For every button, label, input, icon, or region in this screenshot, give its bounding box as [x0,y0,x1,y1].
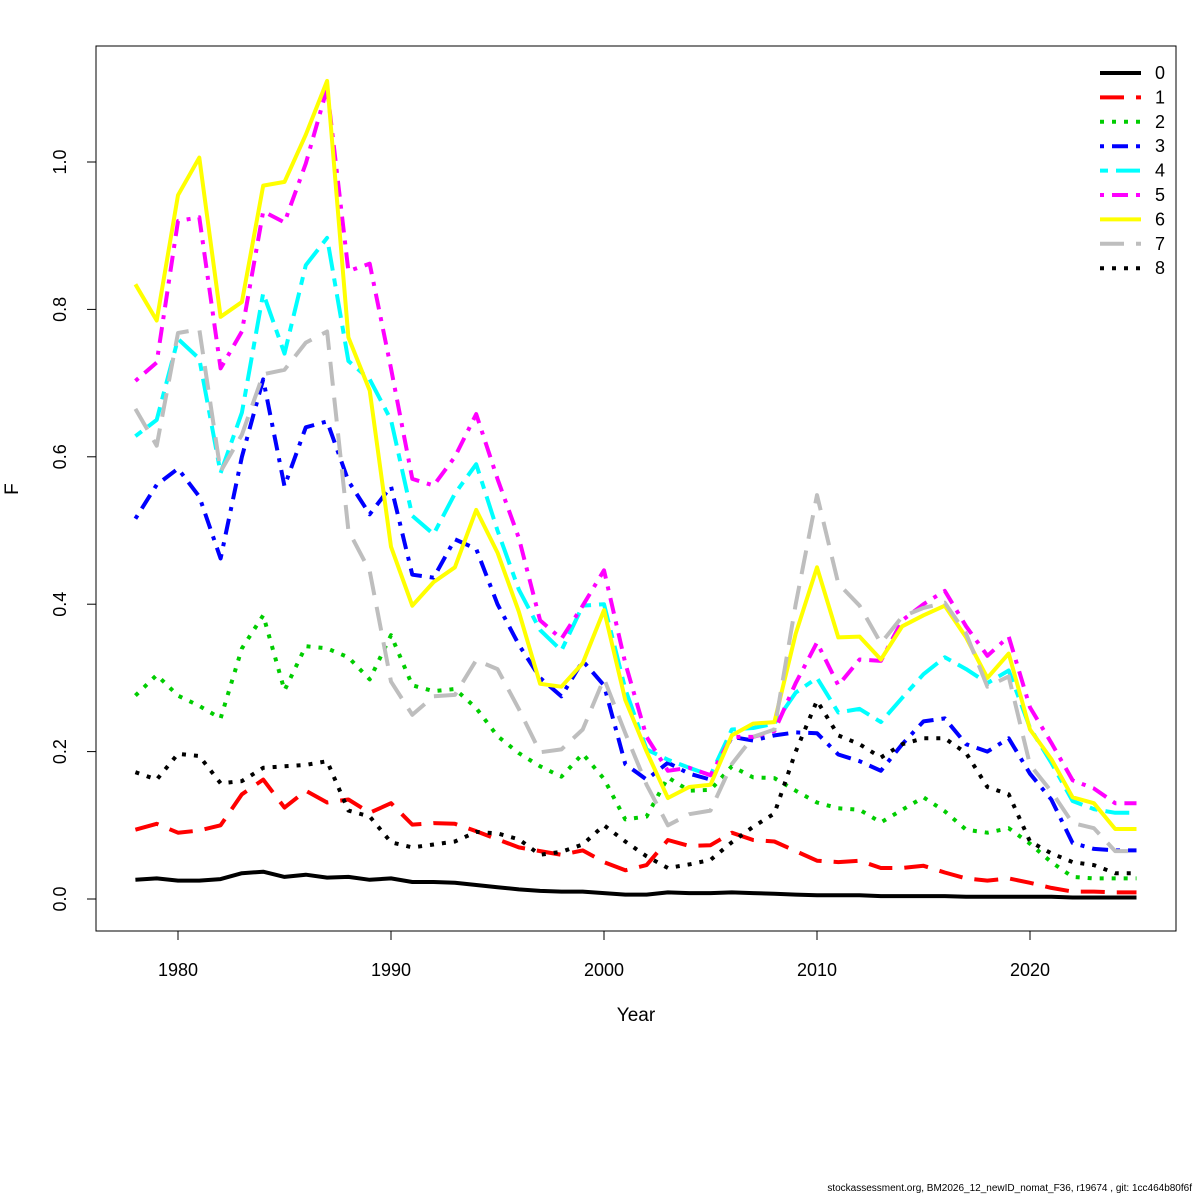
y-axis: 0.0 0.2 0.4 0.6 0.8 1.0 [50,149,97,912]
series-line-3 [133,377,1137,853]
series-line-0 [135,869,1137,900]
series-line-8 [134,698,1137,876]
y-tick-label: 0.4 [50,592,70,617]
y-tick-label: 0.8 [50,297,70,322]
x-tick-label: 2000 [584,960,624,980]
series-line-6 [133,78,1137,831]
legend-label-0: 0 [1155,63,1165,83]
y-axis-title: F [2,483,23,495]
x-tick-label: 1980 [158,960,198,980]
legend-label-3: 3 [1155,136,1165,156]
legend-label-6: 6 [1155,209,1165,229]
x-tick-label: 2010 [797,960,837,980]
plot-frame [95,45,1177,932]
legend-label-7: 7 [1155,234,1165,254]
y-tick-label: 0.2 [50,739,70,764]
x-tick-label: 1990 [371,960,411,980]
series-layer [133,78,1137,900]
series-line-2 [134,613,1137,881]
footer-note: stockassessment.org, BM2026_12_newID_nom… [827,1183,1192,1194]
legend: 0 1 2 3 4 5 6 7 8 [1100,63,1165,278]
legend-label-1: 1 [1155,87,1165,107]
legend-label-4: 4 [1155,161,1165,181]
legend-label-2: 2 [1155,112,1165,132]
series-line-5 [134,86,1137,806]
x-axis: 1980 1990 2000 2010 2020 [158,930,1050,980]
x-axis-title: Year [617,1005,656,1026]
y-tick-label: 0.0 [50,886,70,911]
y-tick-label: 0.6 [50,444,70,469]
legend-label-8: 8 [1155,258,1165,278]
series-line-4 [134,235,1137,815]
x-tick-label: 2020 [1010,960,1050,980]
series-line-7 [133,327,1137,854]
y-tick-label: 1.0 [50,149,70,174]
legend-label-5: 5 [1155,185,1165,205]
